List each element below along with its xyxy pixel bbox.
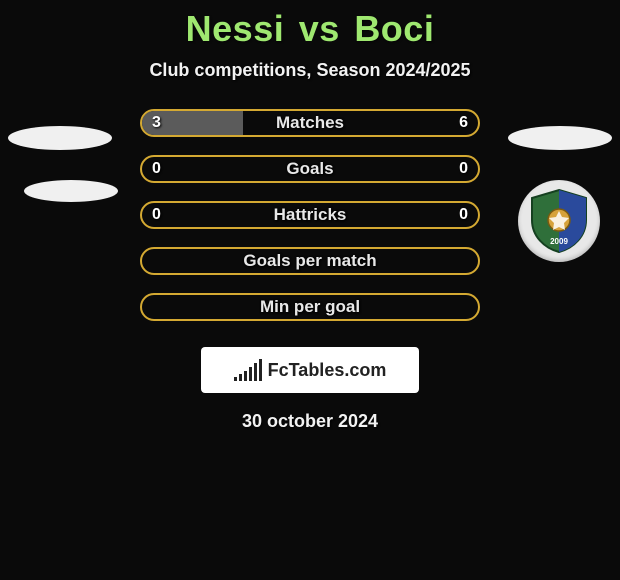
stat-label: Matches <box>142 111 478 135</box>
badge-year: 2009 <box>550 237 568 246</box>
stat-label: Goals <box>142 157 478 181</box>
date-label: 30 october 2024 <box>0 411 620 432</box>
title-vs: vs <box>299 8 340 49</box>
club-badge: 2009 <box>518 180 600 262</box>
stat-row: Goals0 0 <box>140 155 480 183</box>
logo-bar <box>249 367 252 381</box>
stat-label: Goals per match <box>142 249 478 273</box>
stat-label: Min per goal <box>142 295 478 319</box>
stat-value-left: 0 <box>152 157 161 181</box>
title-player2: Boci <box>354 8 434 49</box>
logo-bar <box>234 377 237 381</box>
player2-club-placeholder <box>508 126 612 150</box>
logo-bar <box>259 359 262 381</box>
stat-row: Hattricks0 0 <box>140 201 480 229</box>
stat-value-right: 0 <box>459 157 468 181</box>
logo-bar <box>244 371 247 381</box>
stat-value-left: 0 <box>152 203 161 227</box>
player1-club-placeholder <box>8 126 112 150</box>
fctables-logo: FcTables.com <box>201 347 419 393</box>
fctables-text: FcTables.com <box>268 360 387 381</box>
page-title: Nessi vs Boci <box>0 0 620 50</box>
title-player1: Nessi <box>186 8 285 49</box>
player1-secondary-placeholder <box>24 180 118 202</box>
stat-row: Min per goal <box>140 293 480 321</box>
stat-value-right: 6 <box>459 111 468 135</box>
logo-bar <box>254 363 257 381</box>
stat-label: Hattricks <box>142 203 478 227</box>
subtitle: Club competitions, Season 2024/2025 <box>0 60 620 81</box>
stat-row: Goals per match <box>140 247 480 275</box>
logo-bar <box>239 374 242 381</box>
stat-row: Matches3 6 <box>140 109 480 137</box>
stat-value-left: 3 <box>152 111 161 135</box>
shield-icon: 2009 <box>524 186 594 256</box>
bar-chart-icon <box>234 359 262 381</box>
stat-value-right: 0 <box>459 203 468 227</box>
